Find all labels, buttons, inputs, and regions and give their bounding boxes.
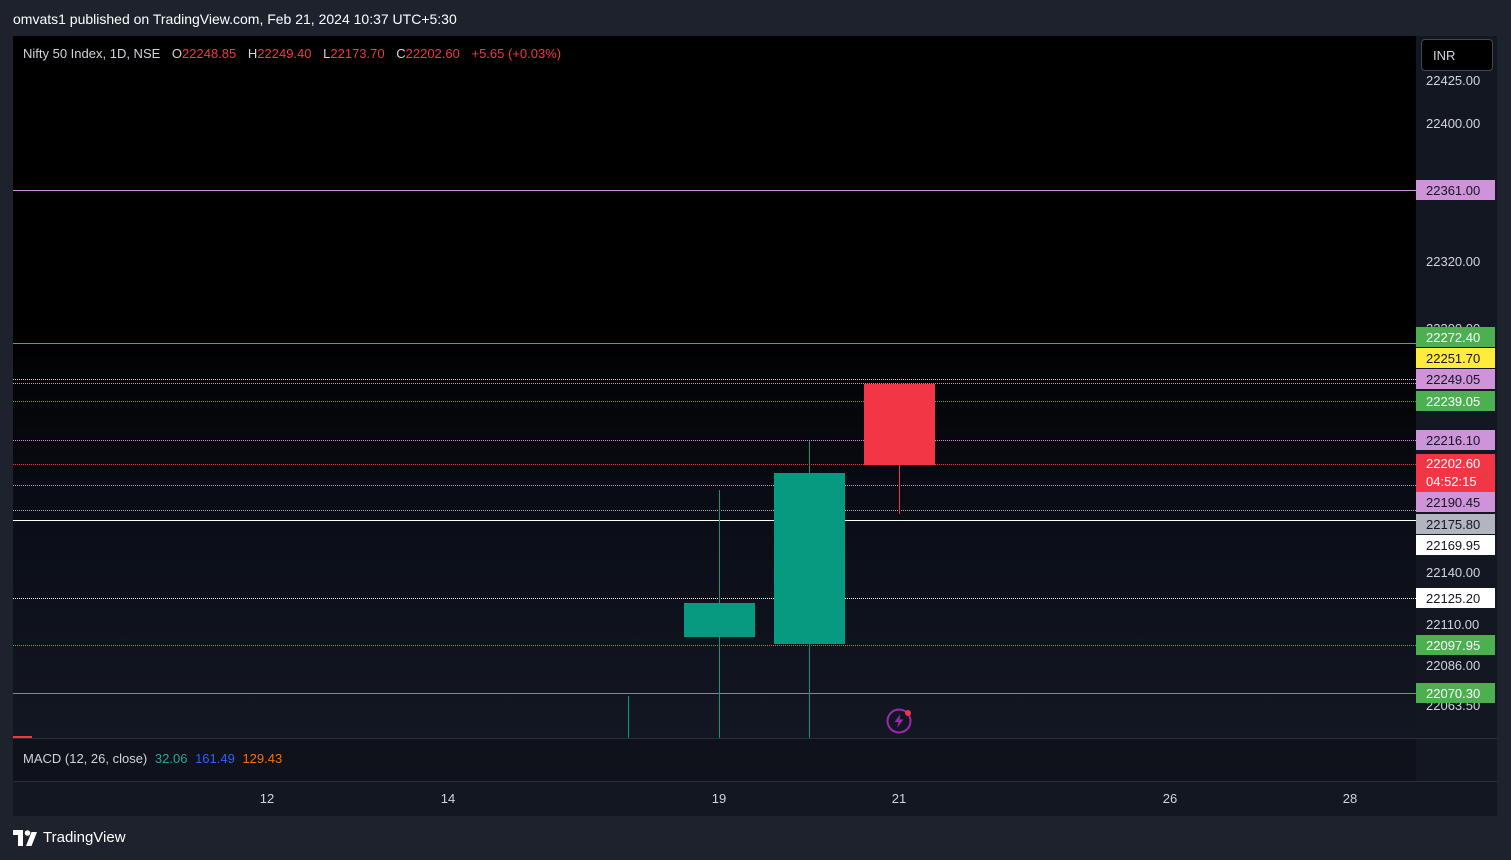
level-badge: 22251.70 <box>1416 348 1495 368</box>
time-label: 19 <box>711 791 727 806</box>
time-label: 26 <box>1162 791 1178 806</box>
publish-info: omvats1 published on TradingView.com, Fe… <box>13 11 457 27</box>
level-badge: 22125.20 <box>1416 588 1495 608</box>
level-badge: 22272.40 <box>1416 327 1495 347</box>
level-line <box>13 520 1416 521</box>
open-label: O <box>171 46 183 61</box>
low-value: 22173.70 <box>330 46 385 61</box>
change-value: +5.65 (+0.03%) <box>471 46 562 61</box>
macd-label: MACD (12, 26, close) <box>23 751 148 766</box>
marker-bar <box>13 736 32 738</box>
top-bar: omvats1 published on TradingView.com, Fe… <box>0 0 1511 36</box>
close-value: 22202.60 <box>405 46 460 61</box>
price-tick: 22400.00 <box>1426 116 1481 131</box>
level-badge: 22097.95 <box>1416 635 1495 655</box>
time-label: 12 <box>259 791 275 806</box>
ohlc-legend: Nifty 50 Index, 1D, NSE O22248.85 H22249… <box>23 46 561 61</box>
high-label: H <box>247 46 258 61</box>
price-tick: 22425.00 <box>1426 73 1481 88</box>
open-value: 22248.85 <box>182 46 237 61</box>
pane-separator[interactable] <box>13 738 1497 739</box>
level-line <box>13 343 1416 344</box>
macd-pane[interactable] <box>13 739 1416 781</box>
level-badge: 22190.45 <box>1416 492 1495 512</box>
time-axis[interactable] <box>13 781 1497 816</box>
currency-button[interactable]: INR <box>1421 39 1493 71</box>
last-price-badge: 22202.60 04:52:15 <box>1416 454 1495 492</box>
time-label: 28 <box>1342 791 1358 806</box>
macd-axis[interactable] <box>1416 739 1497 781</box>
level-badge: 22216.10 <box>1416 430 1495 450</box>
low-label: L <box>323 46 331 61</box>
time-label: 21 <box>891 791 907 806</box>
price-tick: 22140.00 <box>1426 565 1481 580</box>
last-price: 22202.60 <box>1426 456 1481 471</box>
macd-value: 32.06 <box>154 751 188 766</box>
countdown: 04:52:15 <box>1426 474 1477 489</box>
price-tick: 22086.00 <box>1426 658 1481 673</box>
price-tick: 22320.00 <box>1426 254 1481 269</box>
level-line <box>13 190 1416 191</box>
tradingview-logo-icon <box>13 829 37 846</box>
level-line <box>13 464 1416 465</box>
time-label: 14 <box>440 791 456 806</box>
level-badge: 22070.30 <box>1416 683 1495 703</box>
macd-legend[interactable]: MACD (12, 26, close) 32.06 161.49 129.43 <box>23 751 282 766</box>
level-badge: 22175.80 <box>1416 514 1495 534</box>
lightning-icon[interactable] <box>885 707 915 737</box>
level-line <box>13 379 1416 380</box>
level-line <box>13 440 1416 441</box>
level-line <box>13 485 1416 486</box>
price-tick: 22110.00 <box>1426 617 1480 632</box>
level-line <box>13 510 1416 511</box>
level-badge: 22169.95 <box>1416 535 1495 555</box>
level-badge: 22249.05 <box>1416 369 1495 389</box>
tradingview-logo-text: TradingView <box>43 829 126 846</box>
histogram-value: 129.43 <box>242 751 283 766</box>
high-value: 22249.40 <box>257 46 312 61</box>
footer <box>0 816 1511 860</box>
candle-body <box>864 384 935 465</box>
candle-body <box>684 603 755 637</box>
close-label: C <box>396 46 406 61</box>
signal-value: 161.49 <box>195 751 235 766</box>
level-badge: 22239.05 <box>1416 391 1495 411</box>
level-badge: 22361.00 <box>1416 180 1495 200</box>
level-line <box>13 383 1416 384</box>
level-line <box>13 401 1416 402</box>
level-line <box>13 645 1416 646</box>
symbol-label[interactable]: Nifty 50 Index, 1D, NSE <box>23 46 161 61</box>
candle-body <box>774 473 845 644</box>
level-line <box>13 693 1416 694</box>
level-line <box>13 598 1416 599</box>
tradingview-logo[interactable]: TradingView <box>13 829 126 846</box>
